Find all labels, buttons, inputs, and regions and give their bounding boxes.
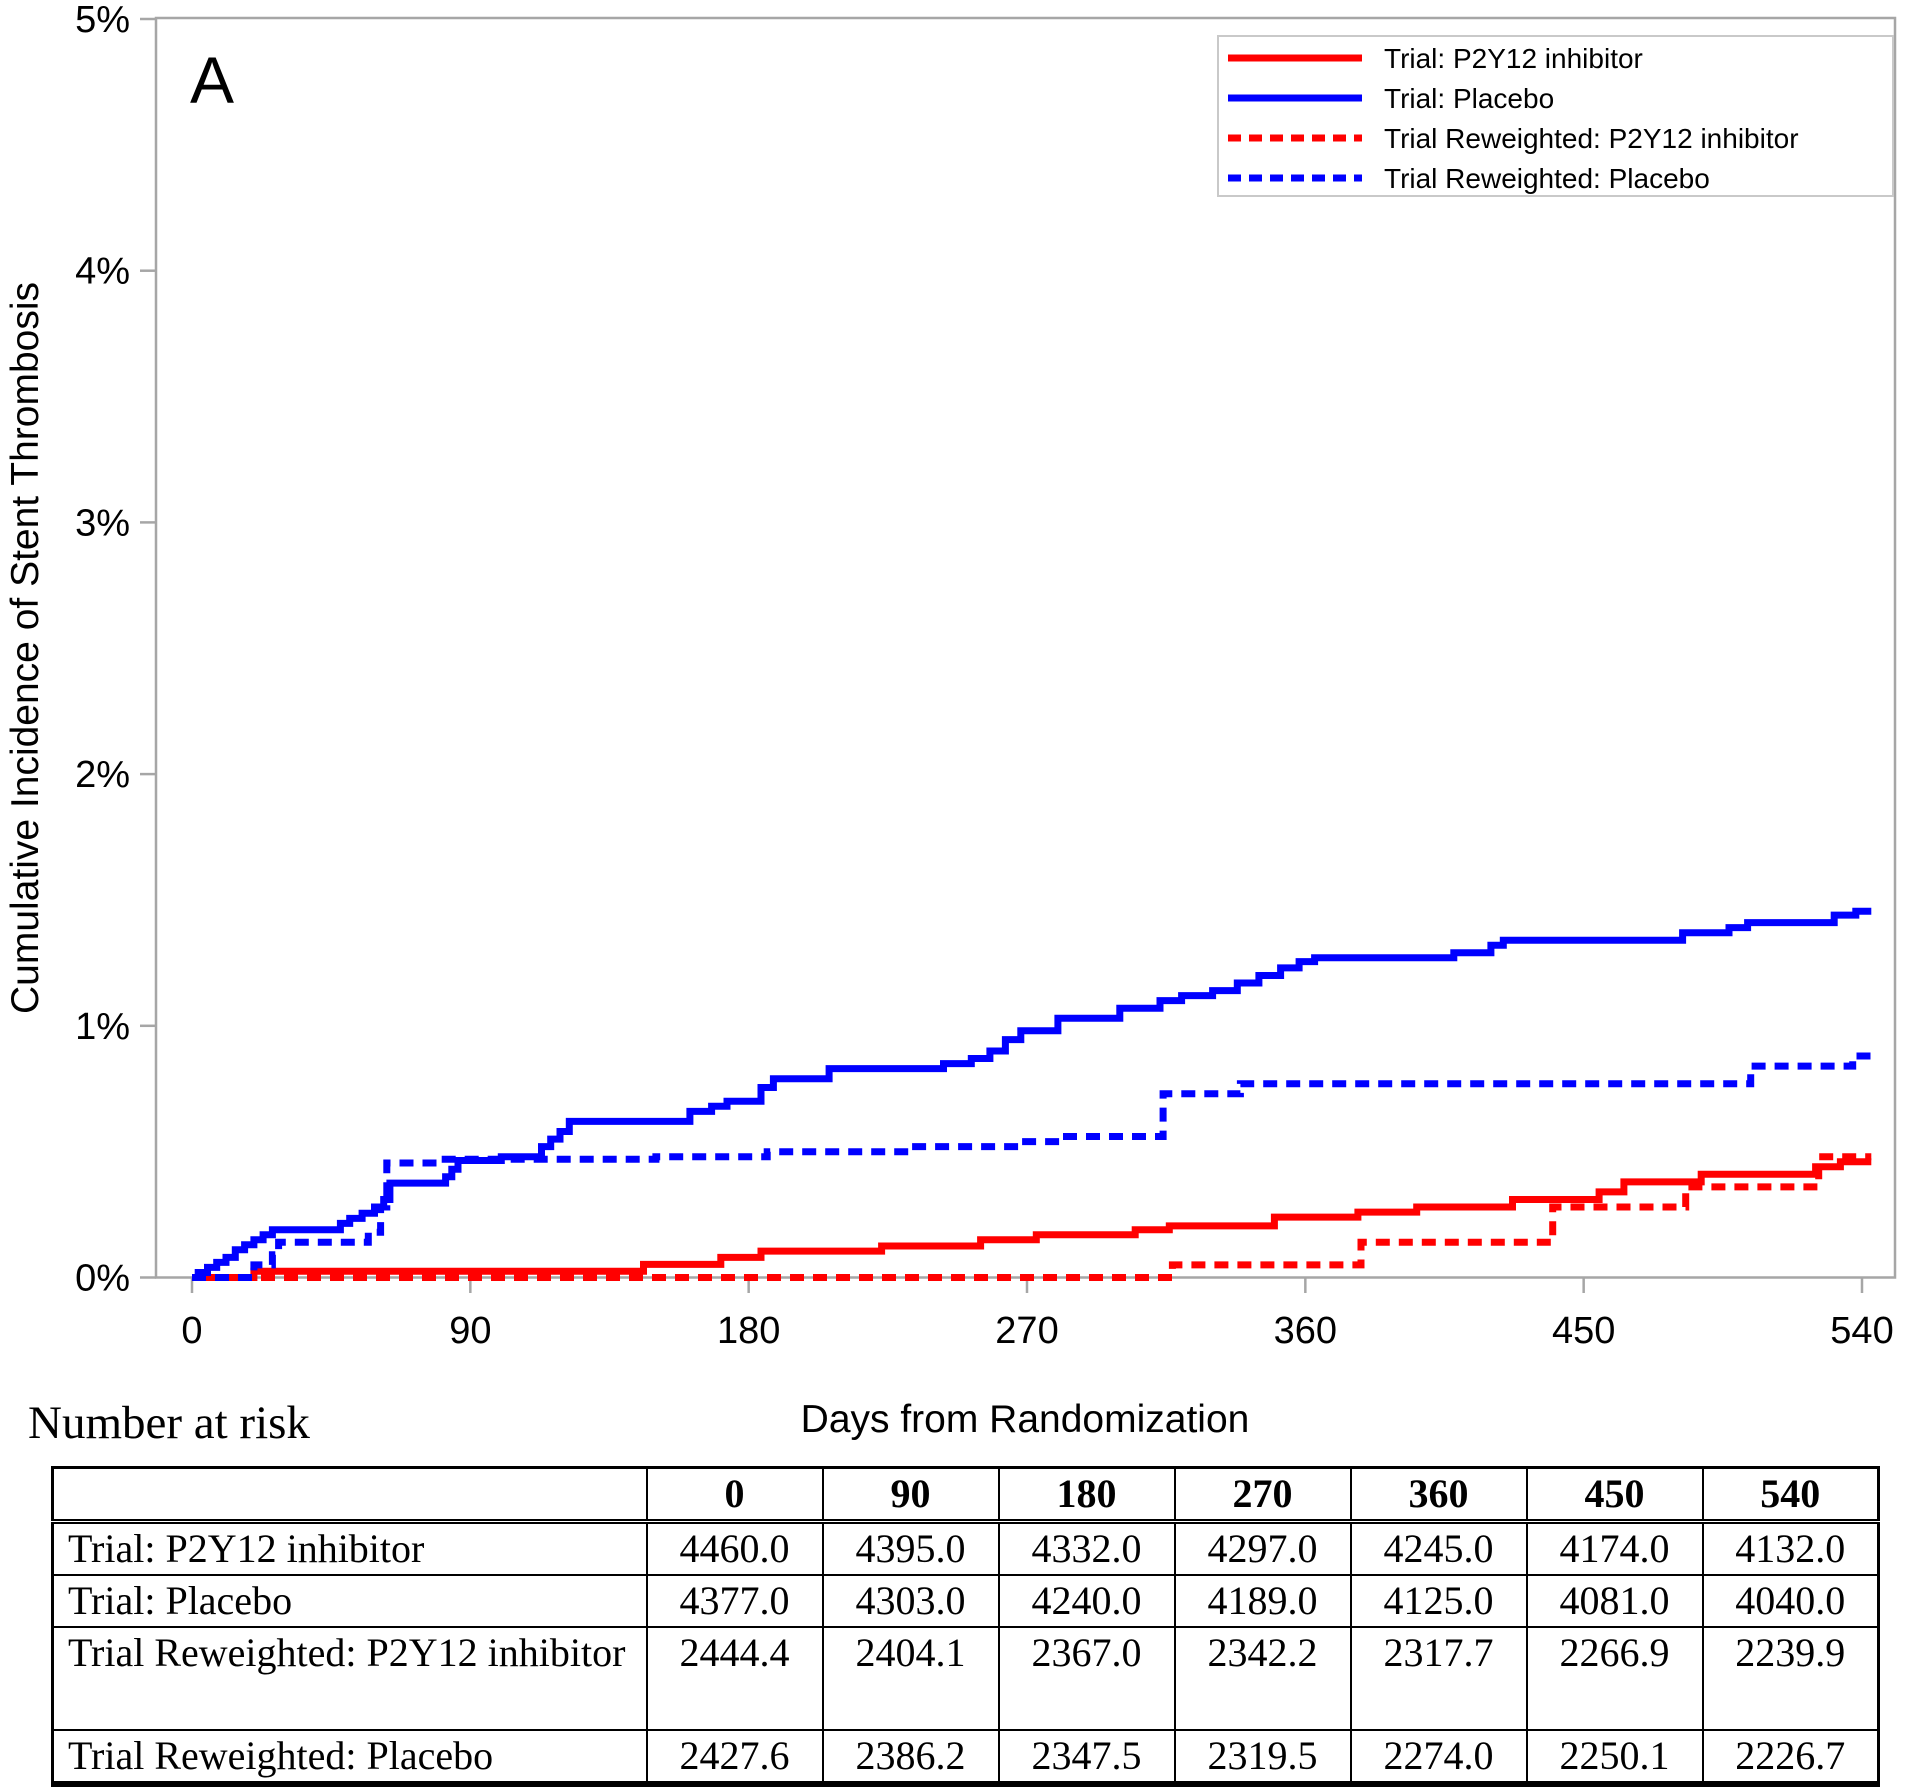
y-tick-label: 2% [75, 754, 130, 796]
risk-table-value: 4174.0 [1525, 1520, 1704, 1576]
y-axis-title: Cumulative Incidence of Stent Thrombosis [4, 282, 47, 1014]
risk-table-value: 2386.2 [821, 1729, 1000, 1787]
risk-table-value: 4132.0 [1701, 1520, 1880, 1576]
x-tick-label: 540 [1830, 1310, 1893, 1352]
survival-curves [192, 907, 1872, 1281]
series-curve-trial-reweighted-p2y12-inhibitor [192, 1153, 1872, 1281]
risk-table-value: 2274.0 [1349, 1729, 1528, 1787]
risk-table-row: Trial: P2Y12 inhibitor 4460.0 4395.0 4332.0… [51, 1520, 1880, 1576]
x-tick-label: 270 [995, 1310, 1058, 1352]
risk-table-row-label: Trial: P2Y12 inhibitor [51, 1520, 648, 1576]
plot-frame [154, 16, 1897, 1279]
risk-table-header-row: 0 90 180 270 360 450 540 [51, 1466, 1880, 1524]
risk-table-row: Trial: Placebo 4377.0 4303.0 4240.0 4189.0 41… [51, 1574, 1880, 1628]
risk-table-value: 4303.0 [821, 1574, 1000, 1628]
risk-table-value: 4377.0 [645, 1574, 824, 1628]
risk-table-value: 4245.0 [1349, 1520, 1528, 1576]
risk-table-col-header: 450 [1525, 1466, 1704, 1524]
risk-table-value: 2427.6 [645, 1729, 824, 1787]
risk-table-value: 2317.7 [1349, 1626, 1528, 1731]
risk-table-value: 2319.5 [1173, 1729, 1352, 1787]
risk-table-value: 4240.0 [997, 1574, 1176, 1628]
risk-table-row-label: Trial: Placebo [51, 1574, 648, 1628]
risk-table-value: 2367.0 [997, 1626, 1176, 1731]
y-tick-label: 5% [75, 0, 130, 41]
risk-table-row: Trial Reweighted: Placebo 2427.6 2386.2 234… [51, 1729, 1880, 1787]
series-curve-trial-placebo [192, 907, 1872, 1281]
risk-table-value: 4460.0 [645, 1520, 824, 1576]
risk-table-row-label: Trial Reweighted: P2Y12 inhibitor [51, 1626, 648, 1731]
risk-table-value: 2347.5 [997, 1729, 1176, 1787]
risk-table-value: 2444.4 [645, 1626, 824, 1731]
y-tick-label: 0% [75, 1258, 130, 1300]
y-tick-label: 4% [75, 251, 130, 293]
risk-table-row-label: Trial Reweighted: Placebo [51, 1729, 648, 1787]
y-tick-label: 3% [75, 502, 130, 544]
risk-table-col-header: 360 [1349, 1466, 1528, 1524]
incidence-chart: A Days from Randomization Cumulative Inc… [4, 0, 1897, 1441]
series-curve-trial-reweighted-placebo [192, 1052, 1872, 1281]
x-axis-title: Days from Randomization [801, 1398, 1250, 1441]
risk-table-row: Trial Reweighted: P2Y12 inhibitor 2444.4 2… [51, 1626, 1880, 1731]
legend-label: Trial: Placebo [1384, 83, 1554, 114]
x-tick-label: 360 [1274, 1310, 1337, 1352]
legend-label: Trial Reweighted: Placebo [1384, 163, 1710, 194]
risk-table-value: 2250.1 [1525, 1729, 1704, 1787]
legend-box [1217, 35, 1894, 197]
risk-table-value: 4125.0 [1349, 1574, 1528, 1628]
x-tick-label: 450 [1552, 1310, 1615, 1352]
risk-table-corner-cell [51, 1466, 648, 1524]
series-curve-trial-p2y12-inhibitor [192, 1158, 1872, 1281]
panel-label: A [190, 43, 234, 117]
risk-table-value: 2226.7 [1701, 1729, 1880, 1787]
risk-table-value: 4189.0 [1173, 1574, 1352, 1628]
risk-table-col-header: 540 [1701, 1466, 1880, 1524]
x-tick-label: 90 [449, 1310, 491, 1352]
number-at-risk-table: 0 90 180 270 360 450 540 Trial: P2Y12 inhibito… [51, 1466, 1880, 1787]
axis-ticks: 0% 1% 2% 3% 4% 5% 0 90 180 270 360 450 540 [75, 0, 1894, 1352]
risk-table-col-header: 90 [821, 1466, 1000, 1524]
risk-table-value: 4297.0 [1173, 1520, 1352, 1576]
risk-table-value: 4081.0 [1525, 1574, 1704, 1628]
legend-label: Trial Reweighted: P2Y12 inhibitor [1384, 123, 1799, 154]
risk-table-value: 2239.9 [1701, 1626, 1880, 1731]
risk-table-value: 4332.0 [997, 1520, 1176, 1576]
risk-table-value: 2404.1 [821, 1626, 1000, 1731]
risk-table-col-header: 270 [1173, 1466, 1352, 1524]
x-tick-label: 0 [181, 1310, 202, 1352]
risk-table-col-header: 180 [997, 1466, 1176, 1524]
risk-table-value: 2266.9 [1525, 1626, 1704, 1731]
legend-label: Trial: P2Y12 inhibitor [1384, 43, 1643, 74]
risk-table-col-header: 0 [645, 1466, 824, 1524]
y-tick-label: 1% [75, 1006, 130, 1048]
risk-table-value: 4395.0 [821, 1520, 1000, 1576]
risk-table-value: 4040.0 [1701, 1574, 1880, 1628]
risk-table-value: 2342.2 [1173, 1626, 1352, 1731]
risk-table-title: Number at risk [28, 1397, 310, 1449]
chart-legend: Trial: P2Y12 inhibitor Trial: Placebo Tria… [1217, 35, 1894, 197]
x-tick-label: 180 [717, 1310, 780, 1352]
